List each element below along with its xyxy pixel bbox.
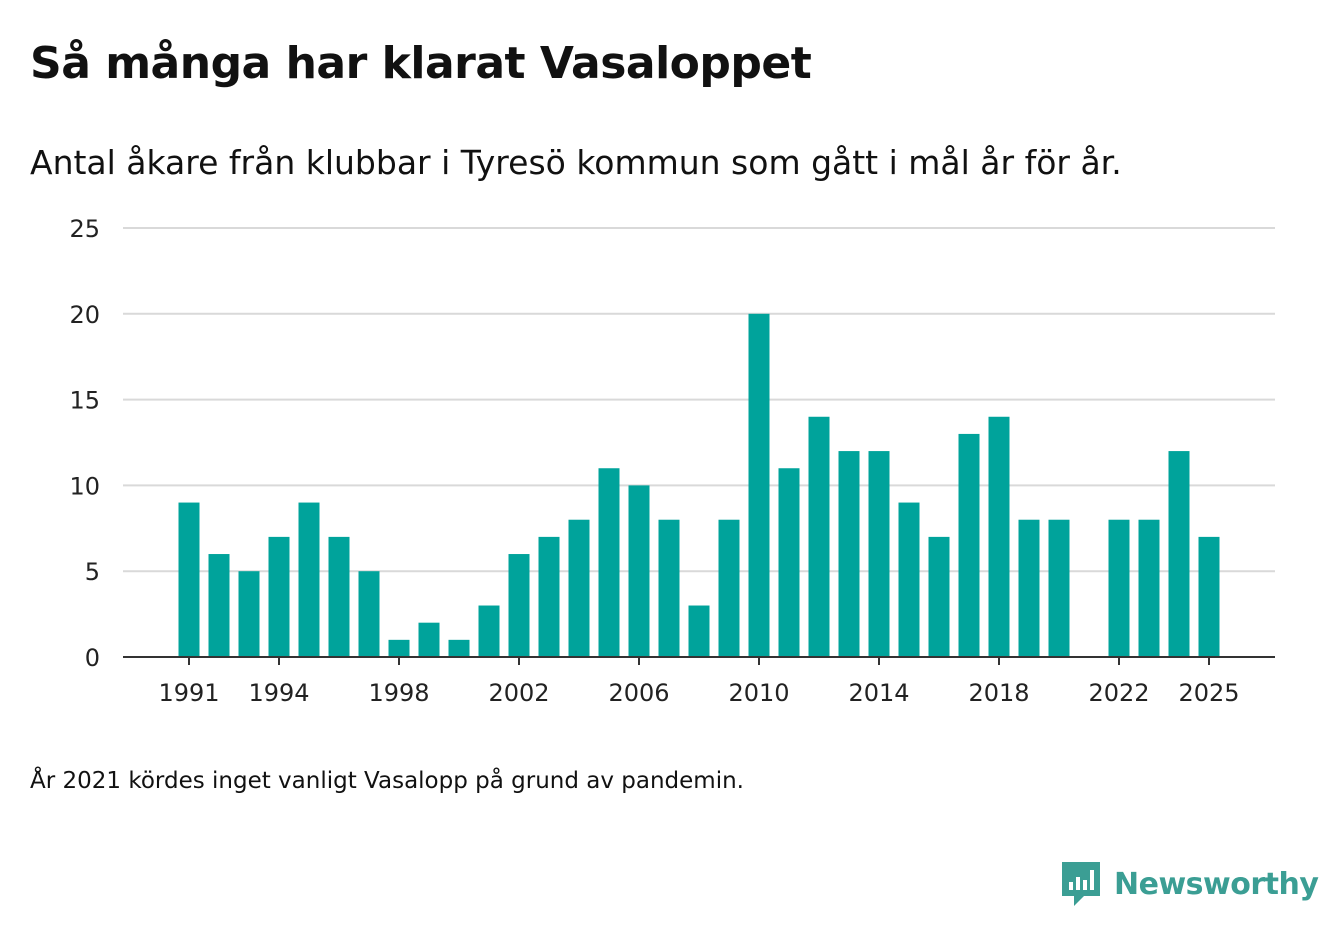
- bar-2025: [1198, 536, 1220, 657]
- bar-1994: [268, 536, 290, 657]
- y-tick-label: 15: [69, 387, 100, 415]
- x-tick-label: 2018: [968, 679, 1029, 707]
- bar-2014: [868, 451, 890, 657]
- bar-2002: [508, 554, 530, 657]
- bar-2011: [778, 468, 800, 657]
- bar-2019: [1018, 519, 1040, 657]
- bar-2005: [598, 468, 620, 657]
- bar-1992: [208, 554, 230, 657]
- bar-2020: [1048, 519, 1070, 657]
- bar-2000: [448, 639, 470, 657]
- gridlines: [123, 227, 1275, 573]
- x-tick-label: 1991: [158, 679, 219, 707]
- chart-title: Så många har klarat Vasaloppet: [30, 38, 812, 89]
- bar-2008: [688, 605, 710, 657]
- x-tick-label: 2014: [848, 679, 909, 707]
- bar-1991: [178, 502, 200, 657]
- bar-2004: [568, 519, 590, 657]
- bar-1996: [328, 536, 350, 657]
- y-tick-label: 20: [69, 301, 100, 329]
- bar-2023: [1138, 519, 1160, 657]
- x-tick-label: 2025: [1178, 679, 1239, 707]
- bar-2016: [928, 536, 950, 657]
- x-tick-label: 1998: [368, 679, 429, 707]
- newsworthy-logo: Newsworthy: [1060, 860, 1319, 908]
- y-tick-label: 5: [85, 558, 100, 586]
- bar-2001: [478, 605, 500, 657]
- y-tick-label: 0: [85, 644, 100, 672]
- bar-1997: [358, 571, 380, 657]
- x-tick-label: 1994: [248, 679, 309, 707]
- y-tick-label: 10: [69, 472, 100, 500]
- bar-2010: [748, 313, 770, 657]
- bars: [178, 313, 1220, 657]
- x-tick-label: 2022: [1088, 679, 1149, 707]
- newsworthy-logo-text: Newsworthy: [1114, 866, 1319, 902]
- bar-1999: [418, 622, 440, 657]
- y-tick-label: 25: [69, 215, 100, 243]
- bar-1993: [238, 571, 260, 657]
- bar-2022: [1108, 519, 1130, 657]
- footnote: År 2021 kördes inget vanligt Vasalopp på…: [30, 768, 744, 794]
- chart-subtitle: Antal åkare från klubbar i Tyresö kommun…: [30, 143, 1122, 182]
- bar-1998: [388, 639, 410, 657]
- bar-2012: [808, 416, 830, 657]
- bar-2018: [988, 416, 1010, 657]
- y-axis-labels: 0 5 10 15 20 25: [69, 215, 100, 672]
- x-tick-label: 2006: [608, 679, 669, 707]
- bar-2007: [658, 519, 680, 657]
- bar-2024: [1168, 451, 1190, 657]
- bar-2006: [628, 485, 650, 657]
- x-tick-label: 2002: [488, 679, 549, 707]
- bar-2013: [838, 451, 860, 657]
- bar-2015: [898, 502, 920, 657]
- x-axis: 1991 1994 1998 2002 2006 2010 2014 2018 2022 2025: [123, 656, 1275, 707]
- newsworthy-logo-icon: [1062, 862, 1100, 906]
- x-tick-label: 2010: [728, 679, 789, 707]
- bar-2009: [718, 519, 740, 657]
- bar-2017: [958, 433, 980, 657]
- bar-2003: [538, 536, 560, 657]
- bar-1995: [298, 502, 320, 657]
